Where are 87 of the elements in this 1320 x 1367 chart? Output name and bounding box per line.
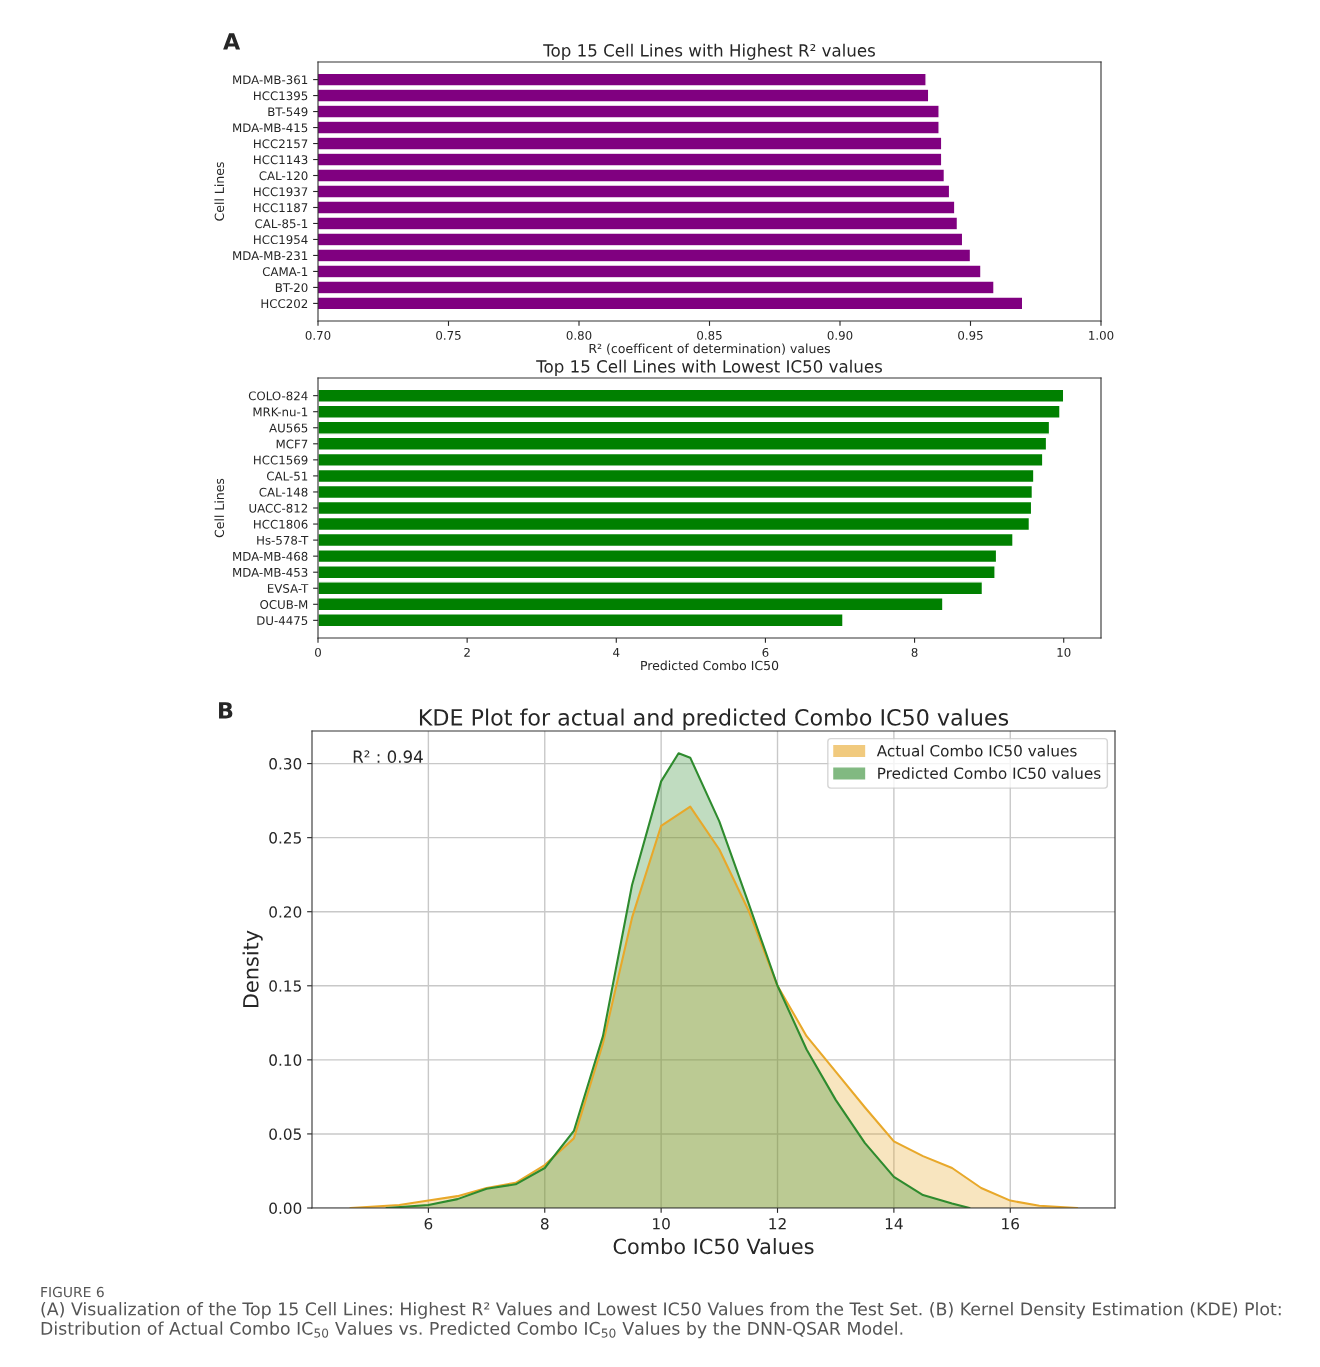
y-tick-label: HCC1395 (254, 91, 308, 101)
bar (318, 532, 1014, 548)
x-tick-label: 6 (762, 647, 769, 657)
y-tick-label: AU565 (269, 423, 308, 433)
y-axis-title: Density (242, 930, 263, 1008)
text: (A) Visualization of the Top 15 Cell Lines: Highest R² Values and Lowest IC50 Values from the Test Set. (B) Kernel Density Estimation (KDE) Plot: Distribution of Actual Combo IC$_{50}$ Values vs. Predicted Combo IC$_{50}$ Values by the DNN-QSAR Model. (41, 1302, 1281, 1339)
bar (318, 436, 1048, 451)
x-axis-title: Predicted Combo IC50 (641, 660, 779, 671)
bar (318, 484, 1034, 500)
y-tick-label: HCC1937 (254, 187, 308, 197)
y-tick-label: 0.20 (269, 906, 302, 918)
bar (318, 516, 1031, 532)
text: B (219, 702, 233, 719)
y-tick-label: 0.25 (269, 832, 301, 844)
y-tick-label: OCUB-M (260, 600, 308, 609)
y-tick-label: HCC1954 (254, 235, 308, 245)
bar (318, 549, 998, 564)
y-tick-label: HCC1806 (254, 519, 308, 529)
y-tick-label: MRK-nu-1 (253, 407, 308, 417)
x-tick-label: 10 (653, 1217, 670, 1230)
bar (318, 613, 844, 628)
y-tick-label: UACC-812 (249, 503, 308, 513)
y-tick-label: HCC1569 (254, 455, 308, 465)
x-axis-title: Combo IC50 Values (613, 1238, 814, 1255)
y-tick-label: EVSA-T (267, 583, 309, 593)
bar (318, 468, 1035, 484)
x-axis-title: R² (coefficent of determination) values (589, 343, 830, 355)
y-axis-title: Cell Lines (214, 478, 225, 538)
y-tick-label: HCC1187 (254, 203, 308, 213)
x-tick-label: 0.80 (566, 330, 592, 340)
x-tick-label: 0 (315, 647, 321, 657)
x-tick-label: 0.95 (958, 330, 983, 340)
chart-title: KDE Plot for actual and predicted Combo IC50 values (419, 708, 1009, 731)
chart-title: Top 15 Cell Lines with Lowest IC50 values (536, 359, 882, 376)
x-tick-label: 0.85 (697, 330, 722, 340)
legend-label: Actual Combo IC50 values (876, 744, 1077, 757)
y-tick-label: 0.05 (269, 1128, 301, 1140)
x-tick-label: 0.70 (305, 330, 331, 340)
x-tick-label: 0.75 (436, 330, 461, 340)
x-tick-label: 8 (911, 647, 918, 657)
x-tick-label: 2 (464, 647, 470, 657)
y-tick-label: 0.00 (269, 1202, 302, 1215)
y-tick-label: HCC202 (261, 299, 308, 309)
bar (318, 452, 1044, 467)
y-tick-label: MDA-MB-453 (233, 567, 308, 577)
y-tick-label: HCC2157 (254, 139, 308, 149)
y-tick-label: BT-20 (275, 283, 308, 293)
y-tick-label: 0.30 (269, 758, 302, 770)
y-tick-label: Hs-578-T (257, 535, 309, 545)
y-tick-label: COLO-824 (248, 391, 308, 401)
x-tick-label: 12 (769, 1217, 786, 1230)
bar (318, 388, 1065, 403)
y-tick-label: MDA-MB-231 (233, 251, 308, 261)
y-tick-label: CAL-120 (259, 171, 308, 181)
y-tick-label: BT-549 (268, 107, 308, 117)
caption: FIGURE 6 (41, 1286, 104, 1298)
bar (318, 420, 1051, 435)
annotation: R² : 0.94 (353, 750, 423, 763)
bar (318, 597, 944, 612)
y-tick-label: CAL-148 (259, 487, 308, 497)
y-tick-label: HCC1143 (254, 155, 308, 165)
x-tick-label: 6 (424, 1217, 433, 1230)
y-tick-label: CAL-85-1 (255, 219, 308, 229)
y-axis-title: Cell Lines (214, 162, 225, 221)
x-tick-label: 4 (613, 648, 620, 657)
chart-title: Top 15 Cell Lines with Highest R² values (543, 43, 875, 60)
legend-label: Predicted Combo IC50 values (878, 767, 1101, 779)
y-tick-label: MDA-MB-361 (233, 75, 308, 85)
x-tick-label: 8 (540, 1217, 549, 1230)
x-tick-label: 16 (1002, 1217, 1020, 1230)
y-tick-label: MDA-MB-415 (233, 123, 308, 133)
y-tick-label: CAL-51 (266, 471, 308, 481)
x-tick-label: 0.90 (827, 330, 853, 340)
y-tick-label: 0.15 (269, 980, 301, 992)
x-tick-label: 1.00 (1089, 330, 1114, 340)
y-tick-label: CAMA-1 (262, 267, 308, 277)
bar (318, 404, 1061, 419)
x-tick-label: 10 (1057, 647, 1071, 657)
bar (318, 581, 984, 596)
y-tick-label: 0.10 (269, 1054, 302, 1066)
bar (318, 500, 1033, 516)
text: A (223, 33, 241, 50)
y-tick-label: MDA-MB-468 (233, 551, 308, 561)
y-tick-label: MCF7 (276, 439, 308, 449)
x-tick-label: 14 (885, 1218, 903, 1230)
y-tick-label: DU-4475 (257, 616, 308, 625)
bar (318, 565, 996, 580)
